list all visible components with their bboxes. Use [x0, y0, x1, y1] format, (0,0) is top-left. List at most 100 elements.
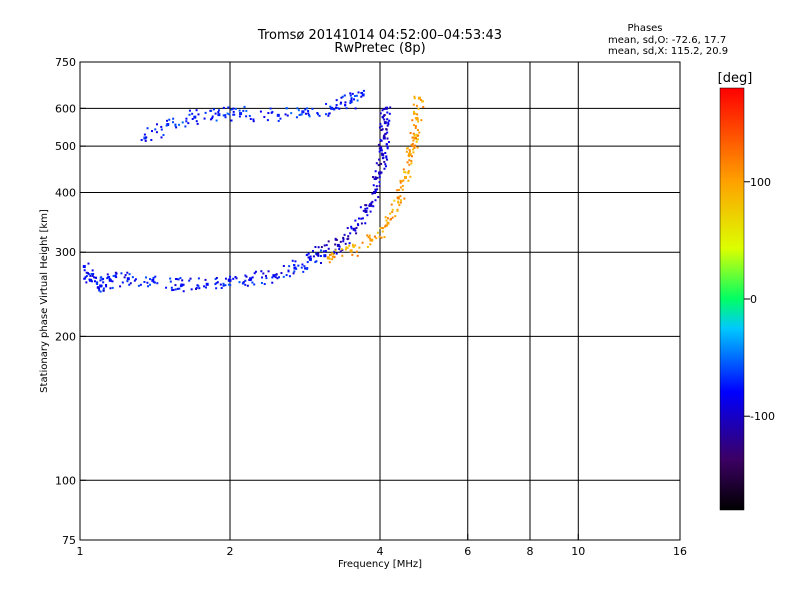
data-point — [226, 112, 229, 115]
data-point — [384, 224, 387, 227]
data-point — [121, 281, 124, 284]
data-point — [386, 124, 389, 127]
data-point — [393, 199, 396, 202]
data-point — [228, 278, 231, 281]
data-point — [361, 241, 364, 244]
data-point — [318, 114, 321, 117]
data-point — [414, 127, 417, 130]
data-point — [386, 145, 389, 148]
data-point — [100, 284, 103, 287]
data-point — [253, 283, 256, 286]
data-point — [82, 265, 86, 269]
data-point — [364, 210, 368, 214]
phase-stats-x: mean, sd,X: 115.2, 20.9 — [608, 46, 728, 57]
data-point — [306, 253, 309, 256]
data-point — [150, 138, 153, 141]
data-point — [408, 159, 411, 162]
data-point — [271, 281, 274, 284]
data-point — [264, 274, 267, 277]
data-point — [349, 92, 352, 95]
data-point — [370, 203, 373, 206]
data-point — [106, 273, 109, 276]
data-point — [217, 109, 220, 112]
data-point — [87, 262, 90, 265]
data-point — [324, 249, 327, 252]
data-point — [229, 284, 232, 287]
data-point — [123, 276, 126, 279]
data-point — [172, 288, 175, 291]
data-point — [175, 126, 178, 129]
colorbar-ticks: 100 0 -100 — [744, 176, 775, 423]
data-point — [406, 161, 409, 164]
data-point — [249, 117, 252, 120]
data-point — [102, 281, 105, 284]
y-tick-label: 300 — [55, 246, 76, 259]
data-point — [232, 110, 235, 113]
data-point — [195, 109, 198, 112]
data-point — [267, 270, 270, 273]
x-axis-ticks: 1 2 4 6 8 10 16 — [77, 534, 687, 558]
data-point — [309, 259, 312, 262]
data-point — [366, 214, 369, 217]
data-point — [380, 236, 383, 239]
data-point — [390, 203, 393, 206]
data-point — [408, 153, 412, 157]
data-point — [389, 212, 392, 215]
data-point — [177, 278, 180, 281]
data-point — [411, 136, 414, 139]
data-point — [408, 149, 411, 152]
data-point — [109, 287, 112, 290]
data-point — [243, 105, 246, 108]
data-point — [360, 217, 363, 220]
data-point — [239, 112, 243, 116]
data-point — [355, 250, 358, 253]
data-point — [260, 281, 263, 284]
data-point — [385, 143, 388, 146]
data-point — [278, 276, 281, 279]
data-point — [343, 94, 346, 97]
data-point — [96, 281, 99, 284]
data-point — [162, 134, 165, 137]
data-point — [369, 239, 372, 242]
data-point — [409, 132, 412, 135]
data-point — [355, 94, 358, 97]
data-point — [134, 278, 137, 281]
data-point — [94, 276, 97, 279]
data-point — [369, 210, 372, 213]
data-point — [407, 179, 410, 182]
data-point — [361, 93, 365, 97]
data-point — [93, 276, 96, 279]
data-point — [232, 107, 235, 110]
data-point — [344, 104, 347, 107]
data-point — [373, 178, 376, 181]
data-point — [386, 158, 389, 161]
data-point — [211, 117, 214, 120]
data-point — [378, 173, 381, 176]
data-point — [328, 112, 331, 115]
data-point — [181, 279, 184, 282]
data-point — [369, 203, 372, 206]
data-point — [342, 240, 345, 243]
data-point — [212, 108, 215, 111]
data-point — [156, 282, 159, 285]
data-point — [380, 171, 383, 174]
data-point — [174, 284, 177, 287]
data-point — [380, 125, 383, 128]
data-point — [412, 112, 415, 115]
data-point — [383, 167, 386, 170]
data-point — [203, 117, 206, 120]
data-point — [398, 204, 401, 207]
data-point — [383, 121, 387, 125]
data-point — [338, 107, 341, 110]
data-point — [224, 284, 227, 287]
data-point — [352, 245, 355, 248]
data-point — [149, 283, 152, 286]
data-point — [374, 188, 377, 191]
data-point — [166, 123, 170, 127]
data-point — [301, 263, 304, 266]
data-point — [174, 278, 177, 281]
data-point — [219, 283, 222, 286]
data-point — [342, 238, 345, 241]
data-point — [108, 278, 112, 282]
grid-lines — [79, 62, 680, 540]
